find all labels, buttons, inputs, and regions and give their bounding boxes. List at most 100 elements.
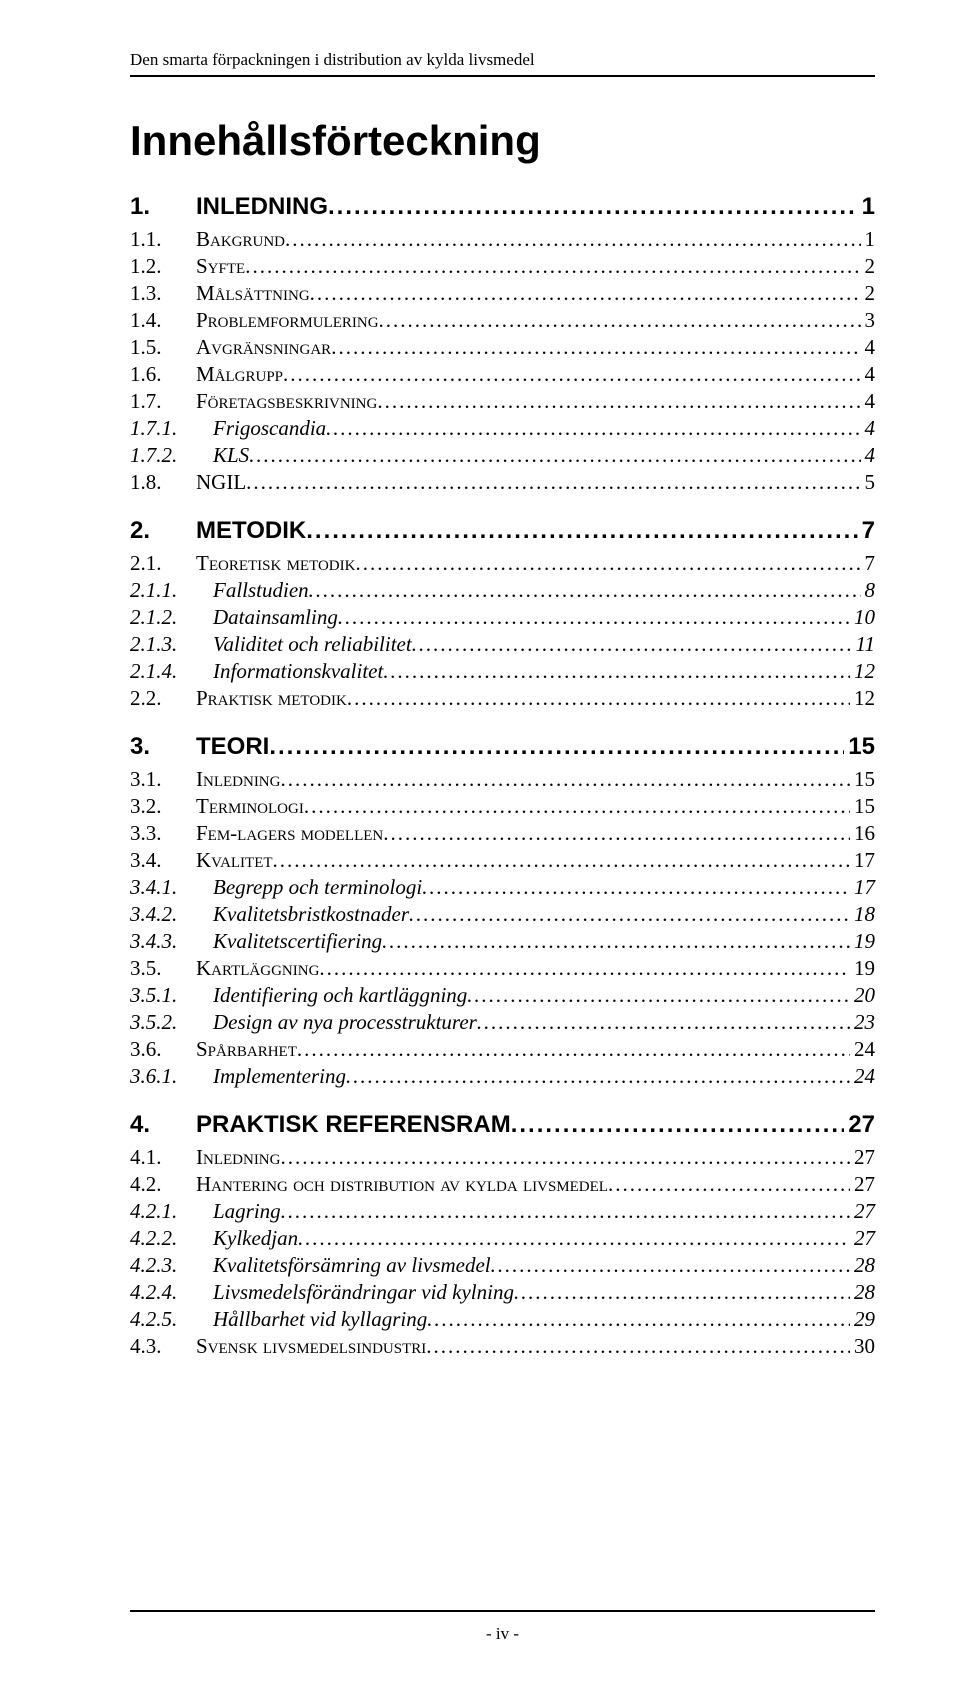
toc-leader-dots: ........................................…	[310, 281, 861, 306]
toc-entry: 3.4.2.Kvalitetsbristkostnader...........…	[130, 902, 875, 927]
toc-entry-number: 3.4.	[130, 848, 196, 873]
toc-entry: 1.INLEDNING.............................…	[130, 193, 875, 221]
toc-entry-page: 3	[861, 308, 876, 333]
toc-entry-label: Implementering	[213, 1064, 346, 1089]
toc-leader-dots: ........................................…	[467, 983, 850, 1008]
toc-entry-number: 1.4.	[130, 308, 196, 333]
toc-entry-label: Fallstudien	[213, 578, 309, 603]
toc-entry: 4.1.Inledning...........................…	[130, 1145, 875, 1170]
toc-entry-page: 17	[850, 875, 875, 900]
toc-entry-number: 3.2.	[130, 794, 196, 819]
toc-leader-dots: ........................................…	[273, 848, 850, 873]
toc-leader-dots: ........................................…	[491, 1253, 850, 1278]
toc-leader-dots: ........................................…	[427, 1307, 850, 1332]
toc-entry-page: 2	[861, 254, 876, 279]
toc-entry-page: 23	[850, 1010, 875, 1035]
toc-entry-number: 4.2.5.	[130, 1307, 213, 1332]
toc-entry-number: 1.2.	[130, 254, 196, 279]
toc-entry-page: 12	[850, 659, 875, 684]
toc-entry-label: Målgrupp	[196, 362, 283, 387]
toc-entry-number: 1.6.	[130, 362, 196, 387]
toc-leader-dots: ........................................…	[283, 362, 860, 387]
toc-entry-page: 10	[850, 605, 875, 630]
toc-entry: 1.4.Problemformulering..................…	[130, 308, 875, 333]
toc-leader-dots: ........................................…	[608, 1172, 850, 1197]
toc-entry-number: 4.2.4.	[130, 1280, 213, 1305]
toc-entry-number: 2.2.	[130, 686, 196, 711]
toc-entry-label: Hållbarhet vid kyllagring	[213, 1307, 427, 1332]
toc-entry-number: 1.8.	[130, 470, 196, 495]
toc-entry-label: KLS	[213, 443, 249, 468]
toc-leader-dots: ........................................…	[514, 1280, 850, 1305]
toc-entry-page: 29	[850, 1307, 875, 1332]
toc-entry-label: PRAKTISK REFERENSRAM	[196, 1111, 511, 1139]
table-of-contents: 1.INLEDNING.............................…	[130, 193, 875, 1359]
toc-entry: 1.5.Avgränsningar.......................…	[130, 335, 875, 360]
toc-entry-number: 4.2.2.	[130, 1226, 213, 1251]
page-number: - iv -	[130, 1624, 875, 1644]
toc-entry-page: 27	[850, 1172, 875, 1197]
toc-leader-dots: ........................................…	[280, 1145, 850, 1170]
toc-entry: 1.8.NGIL................................…	[130, 470, 875, 495]
toc-entry: 3.4.3.Kvalitetscertifiering.............…	[130, 929, 875, 954]
toc-entry-number: 3.5.	[130, 956, 196, 981]
toc-entry-number: 1.7.2.	[130, 443, 213, 468]
toc-entry-number: 3.4.2.	[130, 902, 213, 927]
toc-entry: 4.2.4.Livsmedelsförändringar vid kylning…	[130, 1280, 875, 1305]
toc-entry-number: 4.3.	[130, 1334, 196, 1359]
toc-entry-number: 1.7.1.	[130, 416, 213, 441]
toc-entry-page: 19	[850, 956, 875, 981]
toc-entry-number: 4.2.	[130, 1172, 196, 1197]
toc-entry-label: Hantering och distribution av kylda livs…	[196, 1172, 608, 1197]
toc-entry-page: 2	[861, 281, 876, 306]
toc-leader-dots: ........................................…	[306, 517, 857, 545]
toc-entry-label: Lagring	[213, 1199, 281, 1224]
toc-entry: 1.7.Företagsbeskrivning.................…	[130, 389, 875, 414]
toc-entry-label: Spårbarhet	[196, 1037, 297, 1062]
toc-leader-dots: ........................................…	[377, 389, 860, 414]
toc-entry-page: 27	[850, 1145, 875, 1170]
toc-entry-page: 20	[850, 983, 875, 1008]
toc-entry-number: 2.1.4.	[130, 659, 213, 684]
toc-entry-page: 15	[850, 767, 875, 792]
toc-entry: 2.1.Teoretisk metodik...................…	[130, 551, 875, 576]
toc-entry-number: 3.5.1.	[130, 983, 213, 1008]
toc-leader-dots: ........................................…	[477, 1010, 850, 1035]
toc-entry: 3.5.1.Identifiering och kartläggning....…	[130, 983, 875, 1008]
toc-entry: 3.5.2.Design av nya processtrukturer....…	[130, 1010, 875, 1035]
toc-entry-page: 12	[850, 686, 875, 711]
toc-entry-label: Datainsamling	[213, 605, 338, 630]
toc-entry: 4.2.1.Lagring...........................…	[130, 1199, 875, 1224]
toc-entry: 1.6.Målgrupp............................…	[130, 362, 875, 387]
toc-leader-dots: ........................................…	[409, 902, 850, 927]
toc-leader-dots: ........................................…	[383, 821, 850, 846]
toc-leader-dots: ........................................…	[245, 254, 860, 279]
toc-leader-dots: ........................................…	[422, 875, 850, 900]
toc-entry-number: 1.1.	[130, 227, 196, 252]
toc-entry-number: 3.6.1.	[130, 1064, 213, 1089]
toc-entry-number: 3.1.	[130, 767, 196, 792]
toc-entry-page: 5	[861, 470, 876, 495]
toc-entry-page: 11	[852, 632, 875, 657]
toc-entry-page: 27	[844, 1111, 875, 1139]
toc-leader-dots: ........................................…	[326, 416, 860, 441]
toc-entry-label: Syfte	[196, 254, 245, 279]
toc-leader-dots: ........................................…	[331, 335, 860, 360]
toc-entry-page: 30	[850, 1334, 875, 1359]
toc-entry-page: 1	[861, 227, 876, 252]
toc-entry: 3.4.1.Begrepp och terminologi...........…	[130, 875, 875, 900]
toc-entry-number: 3.	[130, 733, 196, 761]
toc-entry-label: Frigoscandia	[213, 416, 326, 441]
toc-entry-label: TEORI	[196, 733, 269, 761]
toc-entry: 2.METODIK...............................…	[130, 517, 875, 545]
toc-entry-label: Teoretisk metodik	[196, 551, 355, 576]
toc-entry-page: 7	[858, 517, 875, 545]
toc-entry: 3.6.1.Implementering....................…	[130, 1064, 875, 1089]
toc-entry-label: Problemformulering	[196, 308, 379, 333]
toc-entry: 3.6.Spårbarhet..........................…	[130, 1037, 875, 1062]
toc-entry: 2.1.4.Informationskvalitet..............…	[130, 659, 875, 684]
footer-rule	[130, 1610, 875, 1612]
toc-entry: 4.PRAKTISK REFERENSRAM..................…	[130, 1111, 875, 1139]
toc-entry: 3.1.Inledning...........................…	[130, 767, 875, 792]
toc-entry-label: Inledning	[196, 767, 280, 792]
